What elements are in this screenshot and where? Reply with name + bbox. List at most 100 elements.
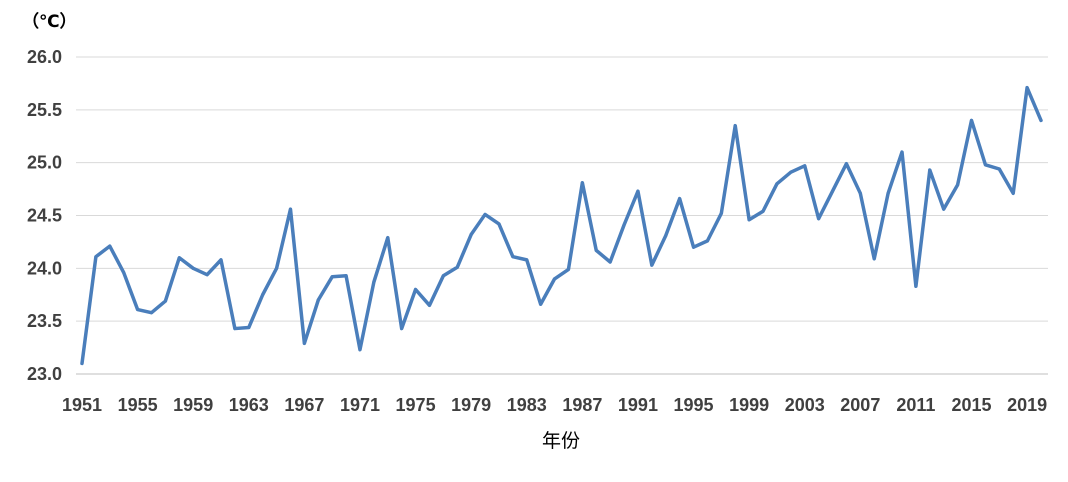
data-point bbox=[247, 326, 251, 330]
data-point bbox=[872, 257, 876, 261]
data-point bbox=[316, 298, 320, 302]
x-axis-ticks: 1951 1955 1959 1963 1967 1971 1975 1979 1983 1987… bbox=[62, 395, 1047, 415]
data-point bbox=[636, 189, 640, 193]
data-point bbox=[733, 124, 737, 128]
data-point bbox=[427, 303, 431, 307]
data-point bbox=[302, 341, 306, 345]
data-point bbox=[914, 284, 918, 288]
x-tick-label: 1983 bbox=[507, 395, 547, 415]
data-point bbox=[400, 327, 404, 331]
y-axis-unit-label: （℃） bbox=[22, 11, 77, 32]
x-axis-title: 年份 bbox=[542, 430, 580, 452]
data-point bbox=[122, 271, 126, 275]
data-point bbox=[511, 255, 515, 259]
data-point bbox=[497, 222, 501, 226]
data-point bbox=[136, 308, 140, 312]
data-point bbox=[358, 348, 362, 352]
data-point bbox=[970, 118, 974, 122]
data-point bbox=[205, 273, 209, 277]
data-point bbox=[817, 217, 821, 221]
data-point bbox=[956, 183, 960, 187]
data-point bbox=[1025, 86, 1029, 90]
data-point bbox=[747, 218, 751, 222]
data-point bbox=[386, 236, 390, 240]
data-point bbox=[650, 263, 654, 267]
x-tick-label: 1999 bbox=[729, 395, 769, 415]
x-tick-label: 1951 bbox=[62, 395, 102, 415]
data-point bbox=[678, 197, 682, 201]
x-tick-label: 2007 bbox=[840, 395, 880, 415]
data-point bbox=[483, 212, 487, 216]
data-point bbox=[539, 302, 543, 306]
data-point bbox=[441, 274, 445, 278]
x-tick-label: 2015 bbox=[951, 395, 991, 415]
data-point bbox=[622, 223, 626, 227]
data-point bbox=[469, 233, 473, 237]
data-point bbox=[705, 239, 709, 243]
data-point bbox=[900, 150, 904, 154]
y-tick-label: 26.0 bbox=[27, 47, 62, 67]
data-point bbox=[928, 168, 932, 172]
data-point bbox=[288, 207, 292, 211]
data-point bbox=[1039, 118, 1043, 122]
data-point bbox=[761, 209, 765, 213]
y-tick-label: 23.5 bbox=[27, 311, 62, 331]
data-point bbox=[831, 189, 835, 193]
y-axis-ticks: 23.0 23.5 24.0 24.5 25.0 25.5 26.0 bbox=[27, 47, 62, 384]
data-point bbox=[177, 256, 181, 260]
data-point bbox=[525, 258, 529, 262]
data-point bbox=[94, 255, 98, 259]
x-tick-label: 1987 bbox=[562, 395, 602, 415]
x-tick-label: 1975 bbox=[396, 395, 436, 415]
data-point bbox=[233, 327, 237, 331]
data-point bbox=[886, 191, 890, 195]
gridlines bbox=[76, 56, 1048, 322]
data-point bbox=[163, 299, 167, 303]
data-point bbox=[719, 211, 723, 215]
y-tick-label: 23.0 bbox=[27, 364, 62, 384]
data-point bbox=[191, 266, 195, 270]
data-point bbox=[594, 248, 598, 252]
x-tick-label: 1967 bbox=[284, 395, 324, 415]
data-point bbox=[261, 293, 265, 297]
x-tick-label: 1979 bbox=[451, 395, 491, 415]
data-point bbox=[566, 267, 570, 271]
x-tick-label: 1963 bbox=[229, 395, 269, 415]
y-tick-label: 24.5 bbox=[27, 206, 62, 226]
data-point bbox=[803, 164, 807, 168]
data-point bbox=[330, 275, 334, 279]
data-point bbox=[414, 287, 418, 291]
x-tick-label: 1959 bbox=[173, 395, 213, 415]
data-point bbox=[553, 277, 557, 281]
data-point bbox=[149, 311, 153, 315]
data-point bbox=[997, 167, 1001, 171]
y-tick-label: 24.0 bbox=[27, 258, 62, 278]
temperature-series-line bbox=[80, 85, 1043, 366]
data-point bbox=[344, 274, 348, 278]
x-tick-label: 2011 bbox=[896, 395, 935, 415]
data-points bbox=[80, 86, 1043, 365]
data-point bbox=[580, 181, 584, 185]
x-tick-label: 1955 bbox=[118, 395, 158, 415]
data-point bbox=[942, 207, 946, 211]
data-point bbox=[275, 266, 279, 270]
y-tick-label: 25.5 bbox=[27, 100, 62, 120]
y-tick-label: 25.0 bbox=[27, 153, 62, 173]
x-tick-label: 2003 bbox=[785, 395, 825, 415]
data-point bbox=[858, 191, 862, 195]
data-point bbox=[219, 258, 223, 262]
data-point bbox=[775, 182, 779, 186]
data-point bbox=[80, 361, 84, 365]
data-point bbox=[692, 245, 696, 249]
data-point bbox=[983, 163, 987, 167]
data-point bbox=[789, 170, 793, 174]
x-tick-label: 1991 bbox=[618, 395, 658, 415]
data-point bbox=[844, 162, 848, 166]
data-point bbox=[372, 280, 376, 284]
x-tick-label: 1971 bbox=[340, 395, 380, 415]
data-point bbox=[108, 244, 112, 248]
data-point bbox=[608, 260, 612, 264]
data-point bbox=[664, 234, 668, 238]
